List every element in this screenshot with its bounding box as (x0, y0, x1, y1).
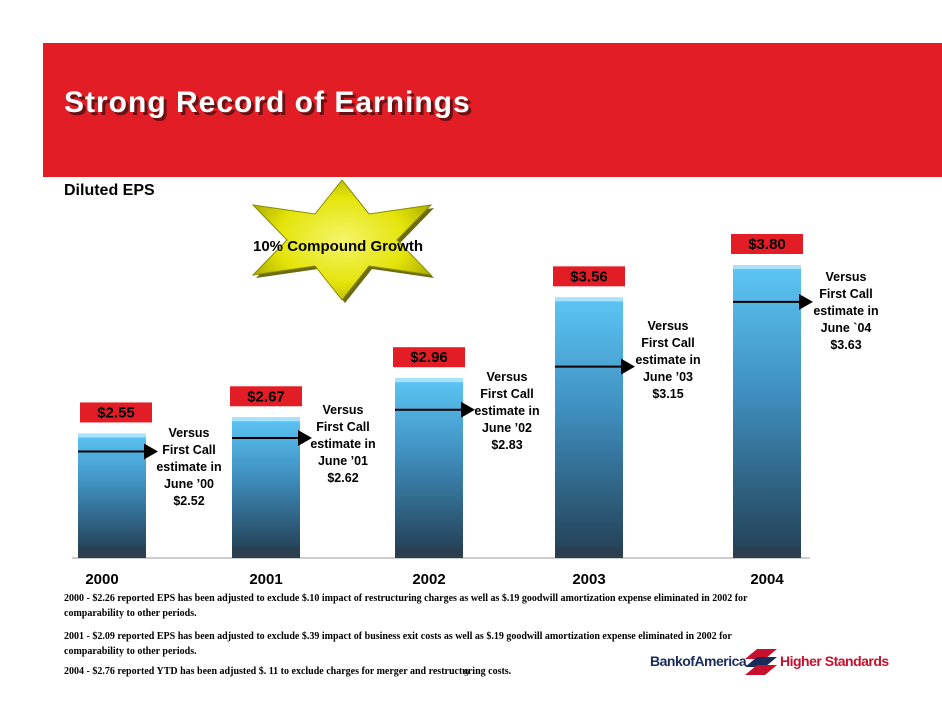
page-number: 9 (464, 668, 469, 679)
chart-subtitle: Diluted EPS (64, 182, 155, 199)
estimate-note-2002-line-2: First Call (480, 387, 534, 401)
estimate-note-2000-line-2: First Call (162, 443, 216, 457)
value-box-2000 (80, 402, 152, 423)
estimate-note-2002-line-1: Versus (486, 370, 527, 384)
estimate-note-2001-line-1: Versus (322, 403, 363, 417)
value-label-2002: $2.96 (410, 349, 448, 366)
estimate-note-2003-line-3: estimate in (635, 353, 700, 367)
bar-2003 (555, 297, 623, 548)
estimate-note-2003-line-4: June ’03 (643, 370, 693, 384)
x-tick-2003: 2003 (572, 571, 605, 588)
eps-chart: $2.55 $2.67 $2.96 $3.56 $3.80 Versus First Ca… (72, 179, 879, 588)
title-banner (43, 43, 942, 177)
estimate-note-2004-line-1: Versus (825, 270, 866, 284)
estimate-note-2003-line-1: Versus (647, 319, 688, 333)
footnote-2000: 2000 - $2.26 reported EPS has been adjus… (64, 593, 748, 619)
company-logo: BankofAmerica Higher Standards (650, 646, 889, 678)
starburst-shape (251, 179, 433, 301)
bar-2000 (78, 433, 146, 548)
value-box-2001 (230, 386, 302, 407)
bar-highlight-2004 (733, 265, 801, 269)
estimate-note-2001-line-2: First Call (316, 420, 370, 434)
bar-highlight-2002 (395, 378, 463, 383)
bar-base-2003 (555, 548, 623, 558)
x-tick-labels: 2000 2001 2002 2003 2004 (85, 571, 784, 588)
estimate-note-2004-line-2: First Call (819, 287, 873, 301)
bar-base-2004 (733, 548, 801, 558)
estimate-note-2000-line-1: Versus (168, 426, 209, 440)
x-tick-2001: 2001 (249, 571, 282, 588)
estimate-note-2004-line-3: estimate in (813, 304, 878, 318)
estimate-note-2001-line-5: $2.62 (327, 471, 358, 485)
footnote-2004: 2004 - $2.76 reported YTD has been adjus… (64, 666, 512, 677)
estimate-note-2004-line-5: $3.63 (830, 338, 861, 352)
estimate-note-2001-line-4: June ’01 (318, 454, 368, 468)
x-tick-2002: 2002 (412, 571, 445, 588)
estimate-note-2003-line-2: First Call (641, 336, 695, 350)
x-tick-2004: 2004 (750, 571, 784, 588)
estimate-note-2003-line-5: $3.15 (652, 387, 683, 401)
estimate-note-2000-line-5: $2.52 (173, 494, 204, 508)
bar-base-2000 (78, 548, 146, 558)
value-box-2002 (393, 347, 465, 368)
bar-base-2001 (232, 548, 300, 558)
value-box-2004 (731, 234, 803, 254)
estimate-note-2001-line-3: estimate in (310, 437, 375, 451)
bar-highlight-2000 (78, 433, 146, 438)
bar-2002 (395, 378, 463, 548)
estimate-note-2004-line-4: June `04 (821, 321, 872, 335)
bar-series: $2.55 $2.67 $2.96 $3.56 $3.80 (78, 234, 803, 558)
bar-highlight-2001 (232, 417, 300, 422)
bar-2001 (232, 417, 300, 548)
estimate-note-2000-line-3: estimate in (156, 460, 221, 474)
x-tick-2000: 2000 (85, 571, 118, 588)
slide-title: Strong Record of Earnings (64, 86, 471, 119)
value-label-2001: $2.67 (247, 388, 285, 405)
estimate-note-2002-line-5: $2.83 (491, 438, 522, 452)
estimate-note-2000-line-4: June ’00 (164, 477, 214, 491)
estimate-note-2002-line-4: June ’02 (482, 421, 532, 435)
value-label-2003: $3.56 (570, 268, 608, 285)
bar-base-2002 (395, 548, 463, 558)
value-label-2004: $3.80 (748, 236, 786, 253)
logo-tagline: Higher Standards (780, 653, 889, 669)
estimate-note-2002-line-3: estimate in (474, 404, 539, 418)
value-label-2000: $2.55 (97, 404, 135, 421)
estimate-notes: Versus First Call estimate in June ’00 $2.52… (78, 270, 879, 508)
footnote-2001: 2001 - $2.09 reported EPS has been adjus… (64, 631, 732, 657)
logo-brand-text: BankofAmerica (650, 653, 747, 669)
value-box-2003 (553, 266, 625, 287)
flag-logo-icon (745, 649, 777, 675)
growth-label: 10% Compound Growth (253, 238, 423, 255)
growth-starburst (251, 179, 434, 303)
bar-highlight-2003 (555, 297, 623, 302)
bar-2004 (733, 265, 801, 548)
